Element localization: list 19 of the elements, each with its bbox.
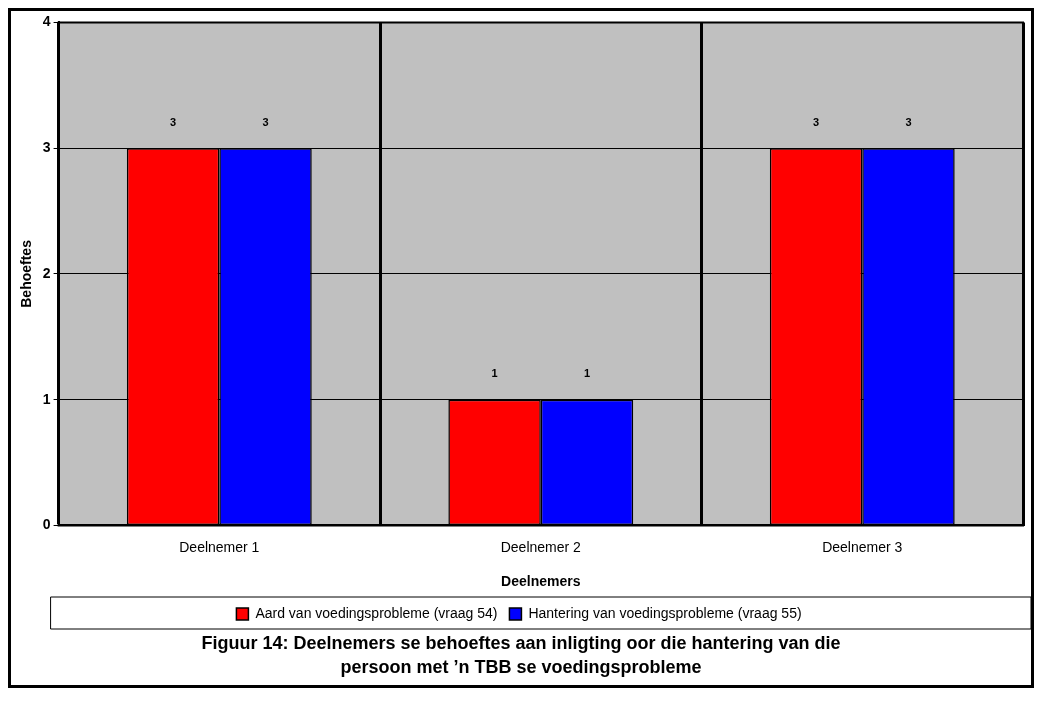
data-label: 1 xyxy=(491,367,498,380)
x-tick-label: Deelnemer 1 xyxy=(179,538,260,555)
y-tick-label: 2 xyxy=(42,264,51,281)
x-tick-label: Deelnemer 3 xyxy=(822,538,903,555)
data-label: 3 xyxy=(262,115,269,128)
x-tick-label: Deelnemer 2 xyxy=(500,538,582,555)
data-label: 3 xyxy=(905,115,912,128)
y-tick-label: 1 xyxy=(42,390,51,407)
y-tick-label: 4 xyxy=(42,13,51,30)
y-tick-label: 0 xyxy=(42,516,51,533)
legend-label: Hantering van voedingsprobleme (vraag 55) xyxy=(528,604,802,621)
data-label: 3 xyxy=(812,115,820,128)
y-axis-title: Behoeftes xyxy=(18,239,35,308)
legend-label: Aard van voedingsprobleme (vraag 54) xyxy=(255,604,498,621)
x-axis-title: Deelnemers xyxy=(501,573,581,590)
y-tick-label: 3 xyxy=(42,139,51,156)
text: Figuur 14: Deelnemers se behoeftes aan inligting oor die hantering van die persoon met ’n TBB se voedingsprobleme xyxy=(200,632,842,679)
data-label: 3 xyxy=(170,115,177,128)
data-label: 1 xyxy=(583,367,591,380)
